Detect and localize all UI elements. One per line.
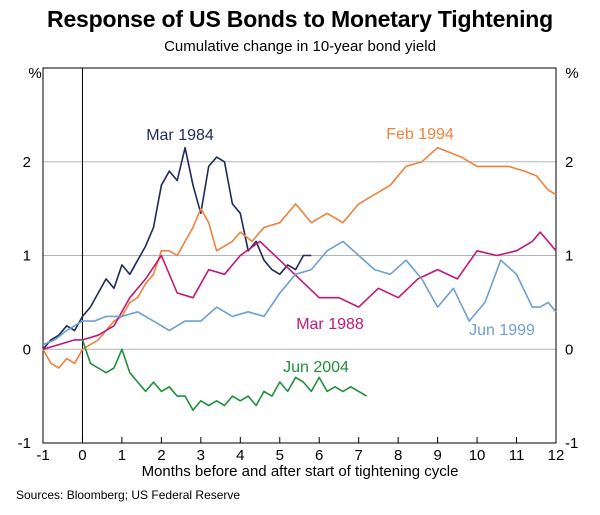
x-tick-label: 8 (394, 447, 402, 464)
series-line-mar-1984 (42, 146, 312, 350)
x-axis-label: Months before and after start of tighten… (141, 463, 459, 480)
y-tick-label-right: 0 (565, 341, 573, 358)
chart-title: Response of US Bonds to Monetary Tighten… (47, 6, 553, 32)
series-lines (42, 146, 557, 412)
x-tick-label: 3 (197, 447, 205, 464)
y-axis-unit-left: % (28, 65, 41, 82)
series-label-mar-1984: Mar 1984 (146, 127, 214, 144)
x-tick-label: 6 (315, 447, 323, 464)
y-tick-label-right: 1 (565, 248, 573, 265)
series-label-feb-1994: Feb 1994 (386, 126, 454, 143)
series-line-jun-1999 (42, 240, 557, 346)
y-tick-label-right: -1 (565, 435, 578, 452)
x-tick-label: 0 (78, 447, 86, 464)
x-tick-label: 4 (236, 447, 244, 464)
y-tick-label-left: 1 (23, 248, 31, 265)
x-tick-label: 10 (469, 447, 486, 464)
y-tick-label-left: 2 (23, 154, 31, 171)
y-axis-unit-right: % (565, 65, 578, 82)
series-labels: Mar 1984 Feb 1994 Mar 1988 Jun 1999 Jun 2004 (146, 126, 535, 376)
series-line-mar-1988 (42, 231, 557, 351)
x-tick-label: -1 (36, 447, 49, 464)
axes: -1 -10 01 12 2-1 0 1 2 3 4 5 6 7 8 9 10 11 12 (18, 67, 578, 464)
series-label-mar-1988: Mar 1988 (296, 316, 364, 333)
x-tick-label: 11 (509, 447, 525, 464)
x-tick-label: 5 (276, 447, 284, 464)
x-tick-label: 9 (433, 447, 441, 464)
series-label-jun-1999: Jun 1999 (469, 322, 535, 339)
x-tick-label: 1 (118, 447, 126, 464)
y-tick-label-left: -1 (18, 435, 31, 452)
plot-frame (42, 67, 557, 444)
x-tick-label: 7 (355, 447, 363, 464)
y-tick-label-left: 0 (23, 341, 31, 358)
x-tick-label: 2 (157, 447, 165, 464)
series-line-jun-2004 (81, 339, 368, 412)
y-tick-label-right: 2 (565, 154, 573, 171)
x-tick-label: 12 (548, 447, 565, 464)
source-note: Sources: Bloomberg; US Federal Reserve (16, 488, 241, 502)
series-label-jun-2004: Jun 2004 (283, 359, 349, 376)
chart-subtitle: Cumulative change in 10-year bond yield (164, 38, 436, 55)
